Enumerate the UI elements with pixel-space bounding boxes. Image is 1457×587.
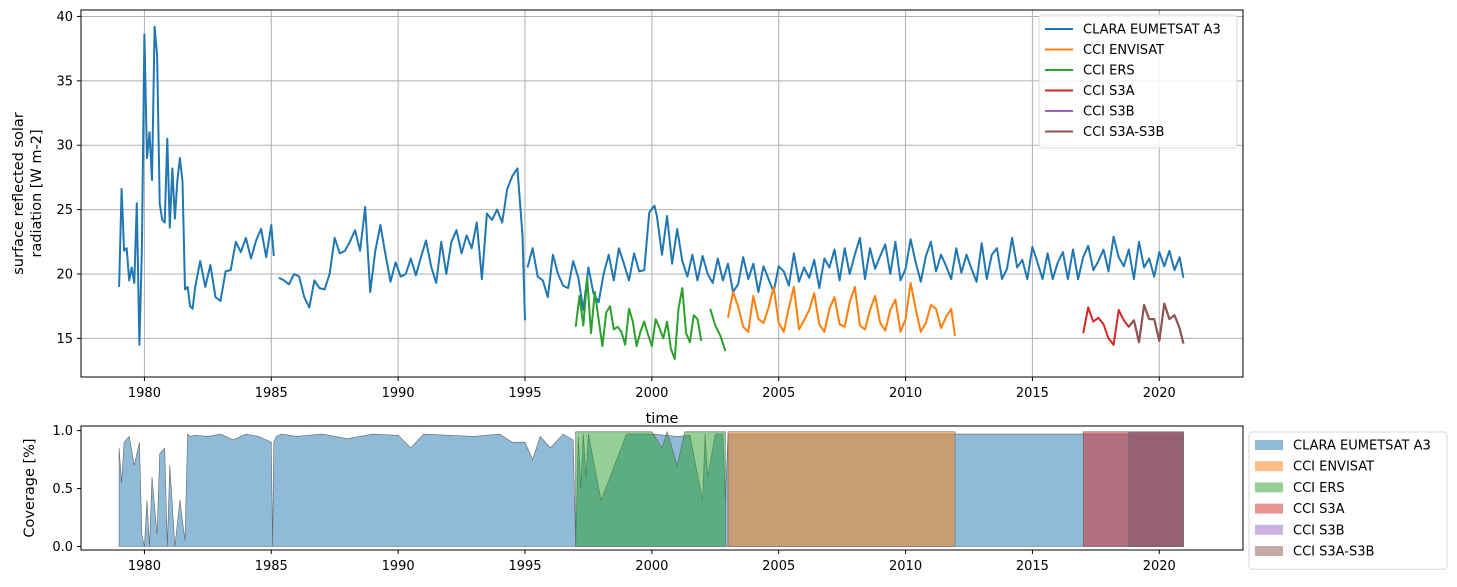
coverage-legend-swatch-cci-s3a-s3b bbox=[1255, 546, 1283, 556]
top-x-tick-label: 2015 bbox=[1016, 386, 1049, 401]
coverage-x-tick-label: 1985 bbox=[255, 559, 288, 574]
coverage-x-tick-label: 2015 bbox=[1016, 559, 1049, 574]
coverage-legend-label-cci-ers: CCI ERS bbox=[1293, 481, 1345, 496]
coverage-legend-swatch-cci-ers bbox=[1255, 482, 1283, 492]
legend-label-cci-s3b: CCI S3B bbox=[1083, 105, 1135, 120]
top-x-tick-label: 2020 bbox=[1143, 386, 1176, 401]
coverage-area-cci-s3a-s3b bbox=[1129, 432, 1184, 547]
top-x-axis-label: time bbox=[646, 411, 679, 427]
coverage-x-tick-label: 1995 bbox=[508, 559, 541, 574]
coverage-area-cci-envisat bbox=[728, 432, 955, 547]
series-line-cci-envisat bbox=[728, 283, 955, 336]
coverage-x-tick-label: 1980 bbox=[128, 559, 161, 574]
top-y-axis-label-line1: surface reflected solar bbox=[11, 112, 27, 275]
coverage-legend-label-cci-s3a: CCI S3A bbox=[1293, 502, 1345, 517]
top-x-tick-label: 1985 bbox=[255, 386, 288, 401]
coverage-x-tick-label: 2000 bbox=[635, 559, 668, 574]
coverage-x-tick-label: 2010 bbox=[889, 559, 922, 574]
top-y-tick-label: 40 bbox=[56, 10, 73, 25]
coverage-legend-label-cci-envisat: CCI ENVISAT bbox=[1293, 460, 1374, 475]
top-x-tick-label: 2005 bbox=[762, 386, 795, 401]
series-line-cci-s3a-s3b bbox=[1129, 304, 1184, 344]
top-y-axis-label-line2: radiation [W m-2] bbox=[29, 129, 45, 257]
series-line-clara-eumetsat-a3 bbox=[279, 168, 525, 320]
coverage-y-tick-label: 0.5 bbox=[52, 482, 73, 497]
coverage-legend-label-clara-eumetsat-a3: CLARA EUMETSAT A3 bbox=[1293, 439, 1431, 454]
top-legend: CLARA EUMETSAT A3 CCI ENVISAT CCI ERS CCI S… bbox=[1039, 15, 1237, 148]
top-x-tick-label: 1995 bbox=[508, 386, 541, 401]
top-y-tick-label: 25 bbox=[56, 203, 73, 218]
top-y-tick-label: 20 bbox=[56, 267, 73, 282]
legend-label-clara-eumetsat-a3: CLARA EUMETSAT A3 bbox=[1083, 23, 1221, 38]
coverage-legend-swatch-clara-eumetsat-a3 bbox=[1255, 440, 1283, 450]
legend-label-cci-envisat: CCI ENVISAT bbox=[1083, 43, 1164, 58]
coverage-series-group bbox=[119, 432, 1183, 547]
top-y-tick-label: 30 bbox=[56, 139, 73, 154]
top-x-tick-label: 1980 bbox=[128, 386, 161, 401]
top-x-tick-label: 2010 bbox=[889, 386, 922, 401]
series-line-clara-eumetsat-a3 bbox=[119, 27, 274, 345]
coverage-x-tick-label: 1990 bbox=[382, 559, 415, 574]
coverage-legend-swatch-cci-envisat bbox=[1255, 461, 1283, 471]
coverage-x-tick-label: 2005 bbox=[762, 559, 795, 574]
top-x-tick-label: 2000 bbox=[635, 386, 668, 401]
series-line-cci-ers bbox=[710, 309, 725, 351]
series-line-cci-ers bbox=[576, 278, 702, 359]
coverage-legend-swatch-cci-s3b bbox=[1255, 525, 1283, 535]
coverage-legend-label-cci-s3b: CCI S3B bbox=[1293, 523, 1345, 538]
legend-label-cci-s3a-s3b: CCI S3A-S3B bbox=[1083, 125, 1164, 140]
coverage-y-axis-label: Coverage [%] bbox=[22, 438, 38, 537]
coverage-area-cci-ers bbox=[576, 432, 726, 547]
coverage-legend-label-cci-s3a-s3b: CCI S3A-S3B bbox=[1293, 545, 1374, 560]
legend-label-cci-s3a: CCI S3A bbox=[1083, 84, 1135, 99]
coverage-y-tick-label: 1.0 bbox=[52, 424, 73, 439]
coverage-chart: 1980 1985 1990 1995 2000 2005 2010 2015 2020 0.0 0… bbox=[22, 424, 1447, 574]
top-chart: 1980 1985 1990 1995 2000 2005 2010 2015 2020 15 20… bbox=[11, 10, 1243, 427]
coverage-legend: CLARA EUMETSAT A3 CCI ENVISAT CCI ERS CCI S… bbox=[1249, 432, 1447, 569]
top-ticks: 1980 1985 1990 1995 2000 2005 2010 2015 2020 15 20… bbox=[56, 10, 1175, 401]
top-y-tick-label: 35 bbox=[56, 74, 73, 89]
coverage-y-tick-label: 0.0 bbox=[52, 540, 73, 555]
coverage-legend-swatch-cci-s3a bbox=[1255, 504, 1283, 514]
top-series-group bbox=[119, 27, 1183, 359]
top-x-tick-label: 1990 bbox=[382, 386, 415, 401]
legend-label-cci-ers: CCI ERS bbox=[1083, 64, 1135, 79]
top-y-tick-label: 15 bbox=[56, 332, 73, 347]
coverage-x-tick-label: 2020 bbox=[1143, 559, 1176, 574]
